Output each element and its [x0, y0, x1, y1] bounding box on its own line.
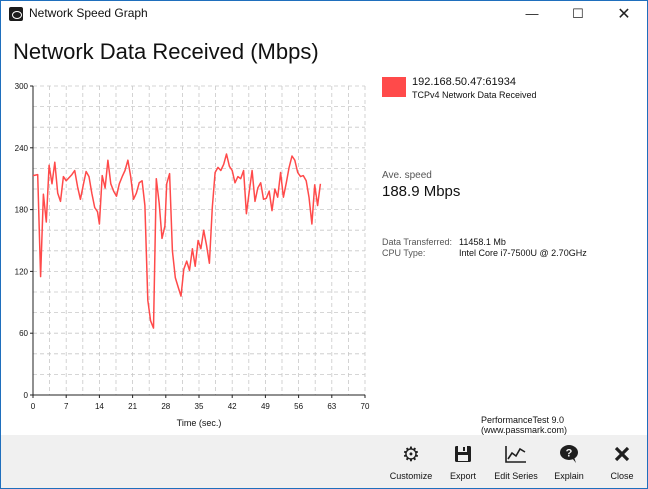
- x-tick-label: 21: [128, 402, 137, 411]
- export-button[interactable]: Export: [433, 435, 493, 488]
- close-button[interactable]: Close: [592, 435, 648, 488]
- maximize-button[interactable]: ☐: [572, 5, 584, 21]
- data-transferred-value: 11458.1 Mb: [459, 237, 506, 247]
- average-speed-label: Ave. speed: [382, 170, 432, 181]
- data-transferred-label: Data Transferred:: [382, 237, 453, 247]
- legend-swatch: [382, 77, 406, 97]
- series-line: [32, 153, 322, 329]
- y-tick-label: 60: [19, 329, 28, 338]
- title-bar: Network Speed Graph — ☐ ✕: [1, 1, 647, 26]
- chart-series: [32, 153, 322, 329]
- customize-button[interactable]: ⚙ Customize: [381, 435, 441, 488]
- gears-icon: ⚙: [402, 443, 420, 466]
- average-speed-value: 188.9 Mbps: [382, 183, 461, 200]
- legend-series-name: TCPv4 Network Data Received: [412, 90, 537, 100]
- x-tick-label: 35: [195, 402, 204, 411]
- floppy-disk-icon: [451, 443, 475, 465]
- line-chart: 0 60 120 180 240 300 0 7 14 21 28 35 42 49 56 63 70 Time…: [15, 82, 370, 428]
- chart-ticks: 0 60 120 180 240 300 0 7 14 21 28 35 42 49 56 63 70: [15, 82, 370, 411]
- cpu-type-value: Intel Core i7-7500U @ 2.70GHz: [459, 248, 587, 258]
- legend-ip-address: 192.168.50.47:61934: [412, 76, 516, 88]
- x-tick-label: 14: [95, 402, 104, 411]
- edit-series-button[interactable]: Edit Series: [486, 435, 546, 488]
- question-chat-icon: ?: [557, 443, 581, 465]
- credit-text: PerformanceTest 9.0 (www.passmark.com): [481, 415, 568, 435]
- bottom-toolbar: ⚙ Customize Export Edit Series ? Explain: [1, 435, 647, 488]
- svg-text:?: ?: [566, 448, 573, 460]
- app-logo-icon: [9, 7, 23, 21]
- x-tick-label: 70: [361, 402, 370, 411]
- chart-grid: [33, 85, 366, 395]
- minimize-button[interactable]: —: [525, 6, 539, 21]
- y-tick-label: 120: [15, 267, 29, 276]
- x-tick-label: 28: [161, 402, 170, 411]
- explain-label: Explain: [554, 471, 584, 481]
- x-axis-label: Time (sec.): [177, 418, 222, 428]
- window-close-button[interactable]: ✕: [617, 5, 631, 23]
- x-tick-label: 49: [261, 402, 270, 411]
- close-label: Close: [610, 471, 634, 481]
- edit-series-label: Edit Series: [494, 471, 538, 481]
- cpu-type-label: CPU Type:: [382, 248, 426, 258]
- x-tick-label: 63: [327, 402, 336, 411]
- customize-label: Customize: [389, 471, 433, 481]
- explain-button[interactable]: ? Explain: [539, 435, 599, 488]
- y-tick-label: 240: [15, 144, 29, 153]
- x-tick-label: 0: [31, 402, 36, 411]
- x-tick-label: 56: [294, 402, 303, 411]
- x-tick-label: 7: [64, 402, 69, 411]
- y-tick-label: 300: [15, 82, 29, 91]
- close-x-icon: [610, 443, 634, 465]
- line-chart-icon: [504, 443, 528, 465]
- export-label: Export: [449, 471, 476, 481]
- y-tick-label: 180: [15, 206, 29, 215]
- window-title: Network Speed Graph: [29, 6, 148, 20]
- y-tick-label: 0: [24, 391, 29, 400]
- x-tick-label: 42: [228, 402, 237, 411]
- page-title: Network Data Received (Mbps): [13, 39, 319, 64]
